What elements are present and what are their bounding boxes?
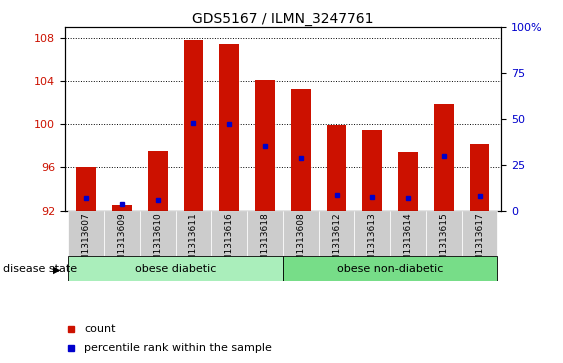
- Bar: [434, 104, 454, 211]
- Bar: [363, 130, 382, 211]
- Bar: [426, 211, 462, 256]
- Text: GSM1313615: GSM1313615: [439, 212, 448, 273]
- Bar: [220, 45, 239, 211]
- Text: GSM1313610: GSM1313610: [153, 212, 162, 273]
- Bar: [283, 211, 319, 256]
- Bar: [247, 211, 283, 256]
- Text: GSM1313611: GSM1313611: [189, 212, 198, 273]
- Bar: [184, 40, 203, 211]
- Text: GSM1313607: GSM1313607: [82, 212, 91, 273]
- Bar: [283, 256, 498, 281]
- Text: ▶: ▶: [53, 264, 61, 274]
- Text: GSM1313612: GSM1313612: [332, 212, 341, 273]
- Bar: [355, 211, 390, 256]
- Bar: [390, 211, 426, 256]
- Bar: [470, 144, 489, 211]
- Bar: [148, 151, 168, 211]
- Bar: [77, 167, 96, 211]
- Bar: [327, 125, 346, 211]
- Text: disease state: disease state: [3, 264, 77, 274]
- Text: GSM1313618: GSM1313618: [261, 212, 270, 273]
- Bar: [211, 211, 247, 256]
- Text: GSM1313608: GSM1313608: [296, 212, 305, 273]
- Text: obese non-diabetic: obese non-diabetic: [337, 264, 444, 274]
- Text: obese diabetic: obese diabetic: [135, 264, 216, 274]
- Text: GSM1313614: GSM1313614: [404, 212, 413, 273]
- Bar: [398, 152, 418, 211]
- Bar: [255, 80, 275, 211]
- Title: GDS5167 / ILMN_3247761: GDS5167 / ILMN_3247761: [192, 12, 374, 26]
- Text: GSM1313616: GSM1313616: [225, 212, 234, 273]
- Bar: [112, 205, 132, 211]
- Bar: [291, 89, 311, 211]
- Text: GSM1313609: GSM1313609: [118, 212, 127, 273]
- Bar: [319, 211, 355, 256]
- Bar: [176, 211, 211, 256]
- Text: GSM1313613: GSM1313613: [368, 212, 377, 273]
- Text: percentile rank within the sample: percentile rank within the sample: [84, 343, 272, 354]
- Bar: [462, 211, 498, 256]
- Bar: [104, 211, 140, 256]
- Bar: [140, 211, 176, 256]
- Text: count: count: [84, 324, 116, 334]
- Text: GSM1313617: GSM1313617: [475, 212, 484, 273]
- Bar: [68, 211, 104, 256]
- Bar: [68, 256, 283, 281]
